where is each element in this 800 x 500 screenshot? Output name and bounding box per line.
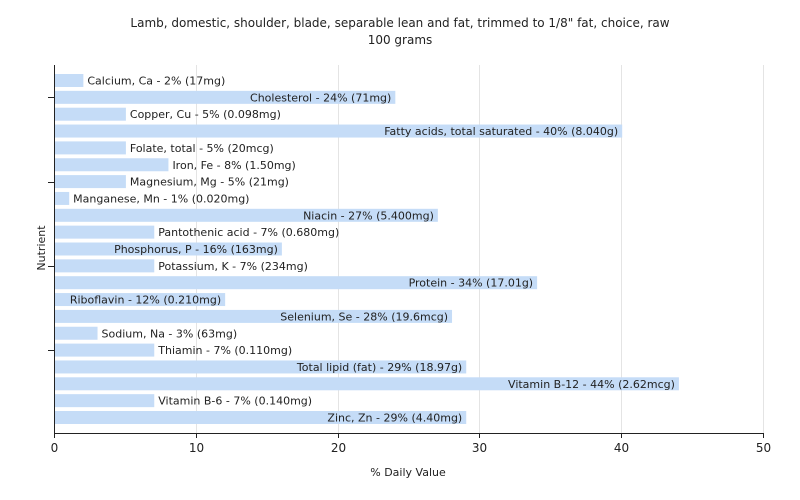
bar-label: Vitamin B-6 - 7% (0.140mg) xyxy=(158,395,312,408)
bar-label: Vitamin B-12 - 44% (2.62mcg) xyxy=(508,378,675,391)
bar-label: Thiamin - 7% (0.110mg) xyxy=(157,344,292,357)
bar-fatty-acids-total-saturated xyxy=(55,124,623,138)
bar-selenium-se xyxy=(55,309,453,323)
bar-vitamin-b-12 xyxy=(55,377,679,391)
bar-label: Riboflavin - 12% (0.210mg) xyxy=(70,294,221,307)
x-axis-label: % Daily Value xyxy=(370,466,446,479)
x-tick-label: 10 xyxy=(189,441,204,455)
bar-phosphorus-p xyxy=(55,242,282,256)
bar-label: Zinc, Zn - 29% (4.40mg) xyxy=(327,412,462,425)
bar-calcium-ca xyxy=(55,74,84,87)
bar-label: Fatty acids, total saturated - 40% (8.04… xyxy=(384,125,618,138)
y-axis-label: Nutrient xyxy=(35,225,48,271)
bar-label: Pantothenic acid - 7% (0.680mg) xyxy=(158,226,339,239)
bar-folate-total xyxy=(55,141,126,155)
bars: Calcium, Ca - 2% (17mg) Cholesterol - 24%… xyxy=(55,74,679,425)
bar-label: Total lipid (fat) - 29% (18.97g) xyxy=(296,361,462,374)
bar-pantothenic-acid xyxy=(55,225,155,239)
bar-label: Phosphorus, P - 16% (163mg) xyxy=(114,243,278,256)
bar-zinc-zn xyxy=(55,411,467,424)
bar-manganese-mn xyxy=(55,191,70,205)
bar-niacin xyxy=(55,208,438,222)
bar-label: Magnesium, Mg - 5% (21mg) xyxy=(130,176,289,189)
axes: 0 10 20 30 40 50 xyxy=(48,65,771,455)
bar-label: Manganese, Mn - 1% (0.020mg) xyxy=(73,192,249,205)
bar-label: Cholesterol - 24% (71mg) xyxy=(250,91,391,104)
x-tick-label: 40 xyxy=(614,441,629,455)
chart-title: Lamb, domestic, shoulder, blade, separab… xyxy=(130,16,669,30)
bar-label: Iron, Fe - 8% (1.50mg) xyxy=(172,159,295,172)
bar-vitamin-b-6 xyxy=(55,394,155,408)
bar-total-lipid-fat xyxy=(55,360,467,374)
bar-sodium-na xyxy=(55,326,98,340)
bar-label: Copper, Cu - 5% (0.098mg) xyxy=(130,108,281,121)
bar-label: Calcium, Ca - 2% (17mg) xyxy=(87,75,225,88)
bar-potassium-k xyxy=(55,259,155,273)
bar-iron-fe xyxy=(55,158,169,172)
x-tick-label: 20 xyxy=(331,441,346,455)
bar-label: Protein - 34% (17.01g) xyxy=(409,277,534,290)
x-tick-label: 50 xyxy=(756,441,771,455)
bar-copper-cu xyxy=(55,107,126,121)
bar-protein xyxy=(55,276,538,290)
bar-label: Folate, total - 5% (20mcg) xyxy=(130,142,274,155)
bar-thiamin xyxy=(55,343,155,357)
bar-label: Sodium, Na - 3% (63mg) xyxy=(102,327,238,340)
bar-label: Niacin - 27% (5.400mg) xyxy=(303,209,434,222)
bar-label: Potassium, K - 7% (234mg) xyxy=(158,260,308,273)
chart-subtitle: 100 grams xyxy=(368,33,433,47)
bar-cholesterol xyxy=(55,90,396,104)
bar-label: Selenium, Se - 28% (19.6mcg) xyxy=(280,310,448,323)
x-tick-label: 0 xyxy=(51,441,59,455)
bar-magnesium-mg xyxy=(55,175,126,189)
x-tick-label: 30 xyxy=(472,441,487,455)
bar-riboflavin xyxy=(55,293,226,307)
